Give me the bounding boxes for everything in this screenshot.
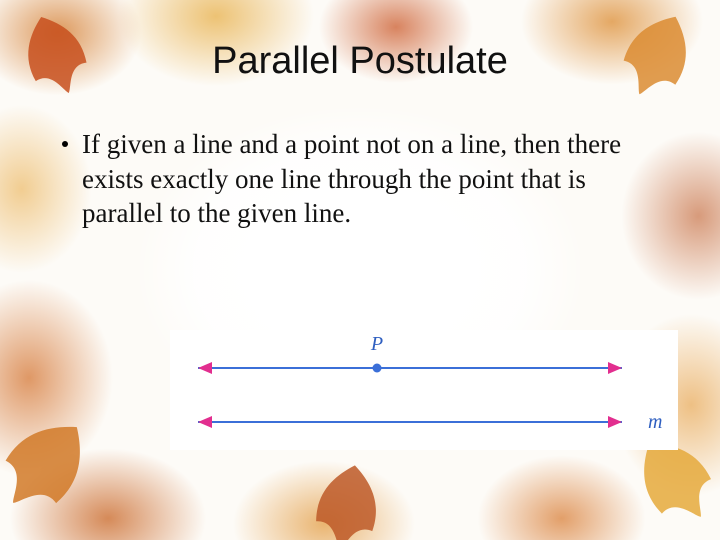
- slide-title: Parallel Postulate: [56, 40, 664, 83]
- diagram-svg: Pm: [170, 330, 678, 450]
- bullet-dot-icon: [62, 141, 68, 147]
- bullet-item: If given a line and a point not on a lin…: [56, 127, 664, 231]
- svg-text:m: m: [648, 411, 662, 433]
- slide-content: Parallel Postulate If given a line and a…: [0, 0, 720, 540]
- bullet-text: If given a line and a point not on a lin…: [82, 127, 658, 231]
- svg-text:P: P: [370, 333, 383, 355]
- parallel-lines-diagram: Pm: [170, 330, 678, 450]
